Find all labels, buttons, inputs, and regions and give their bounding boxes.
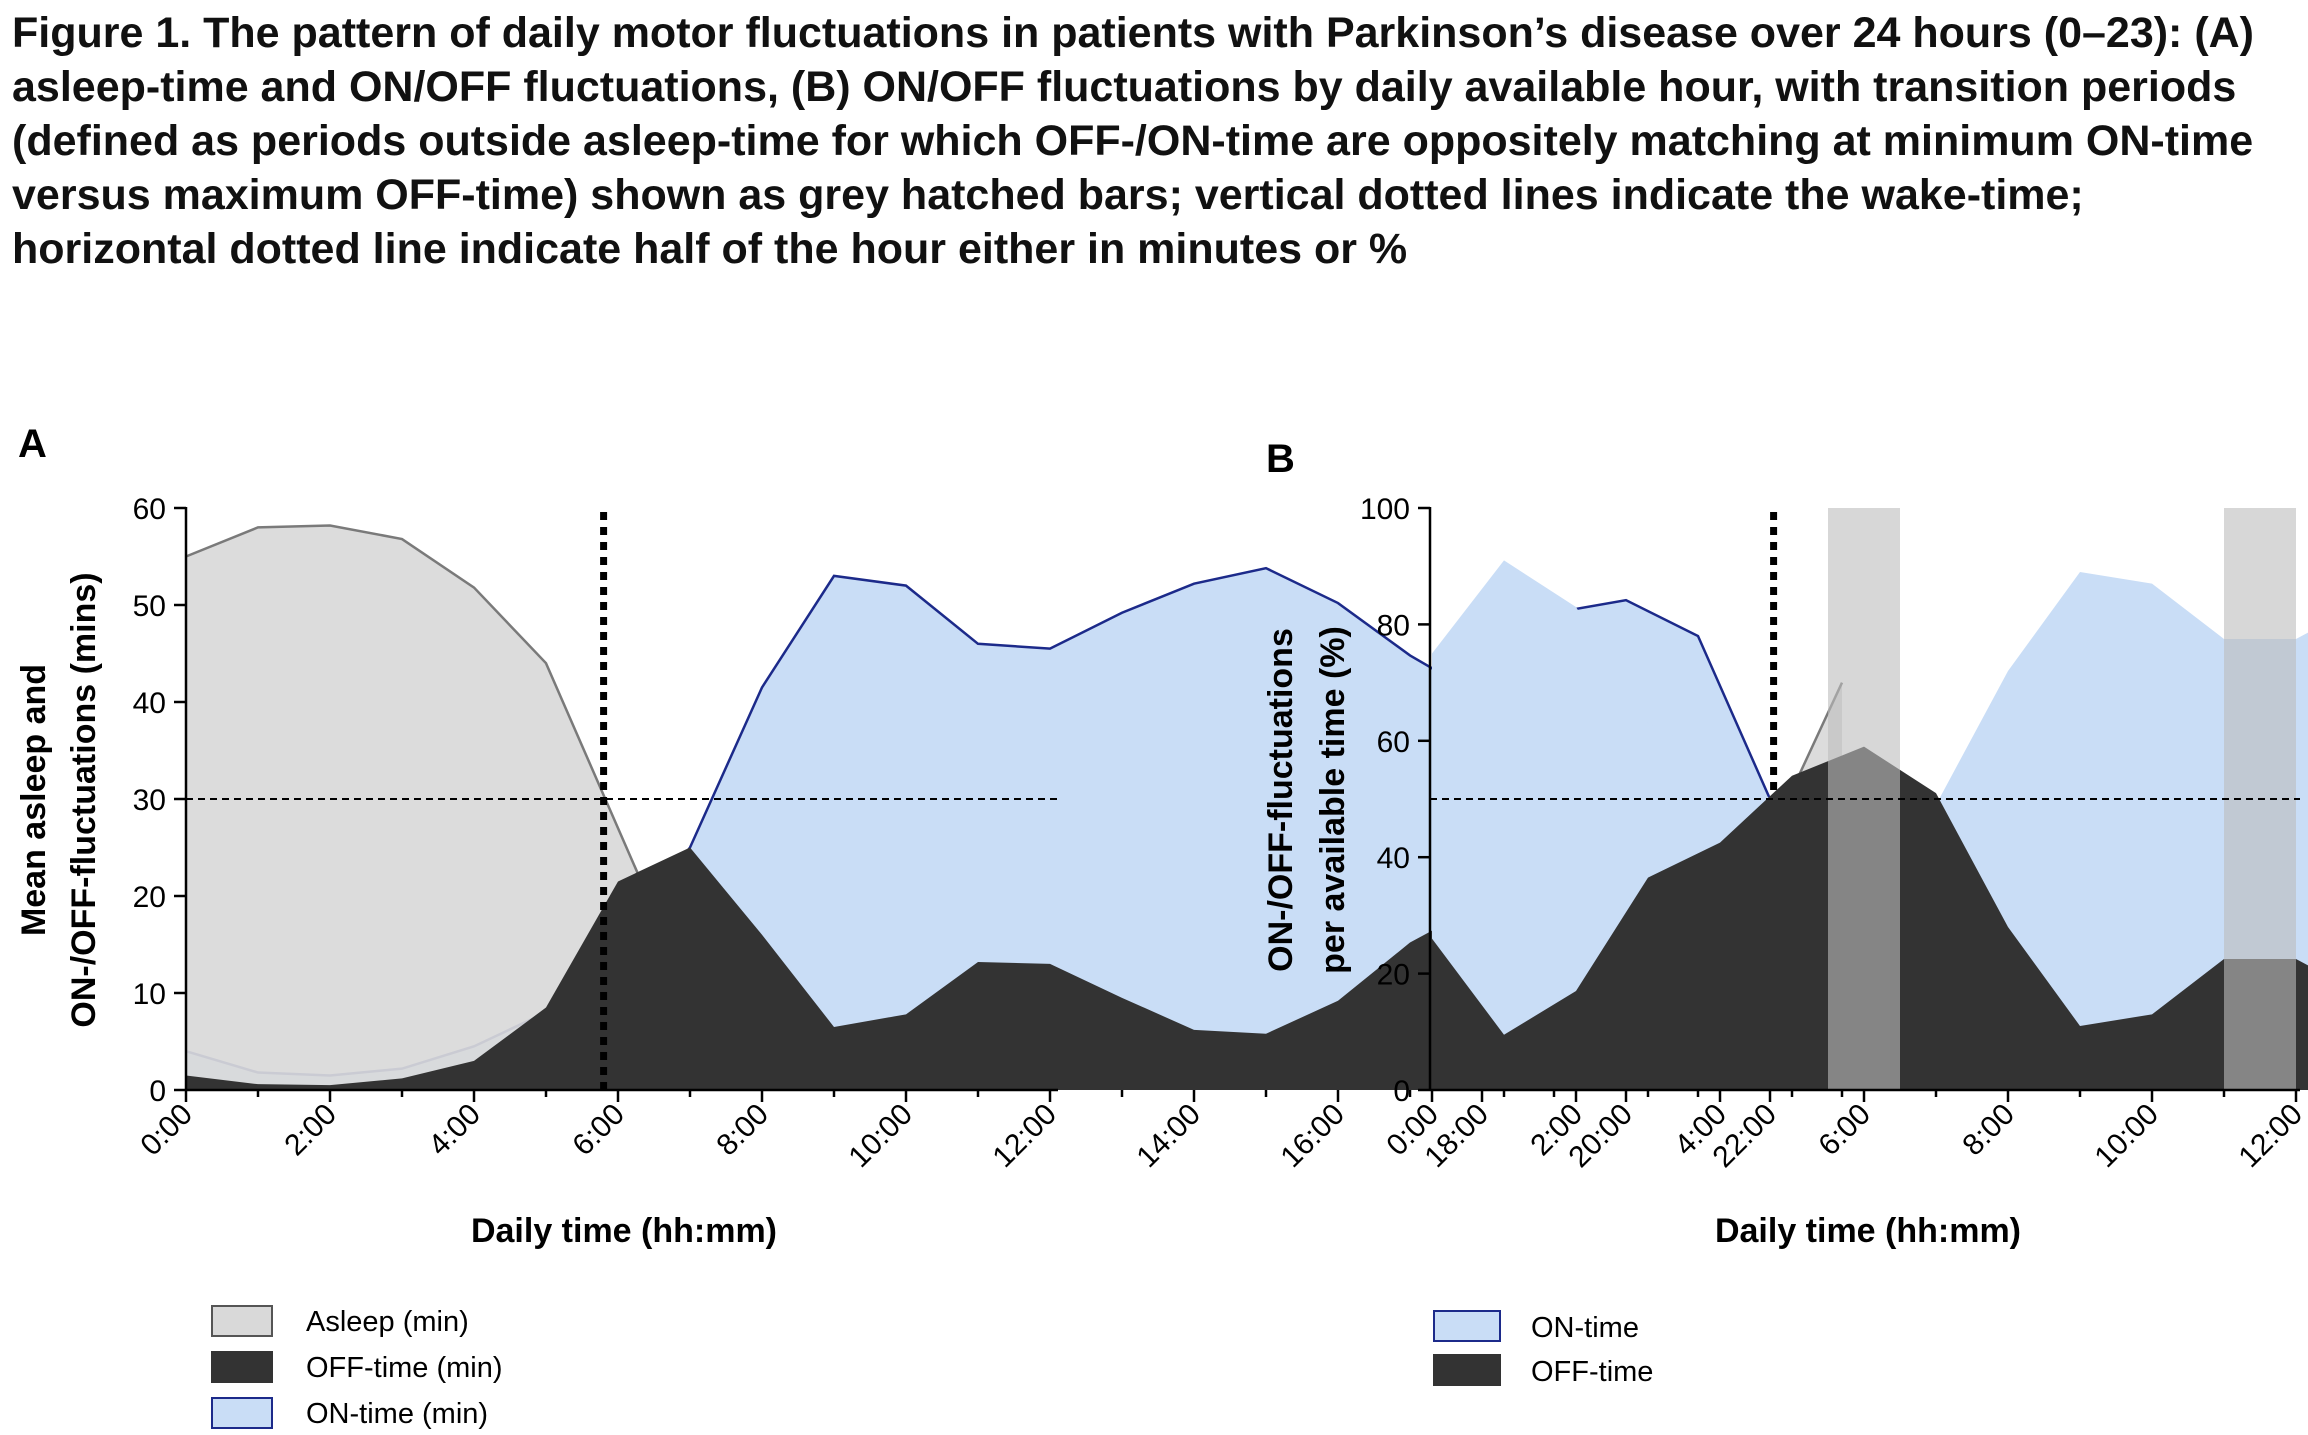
y-tick-label: 100 bbox=[1360, 493, 1410, 526]
legend-label-on: ON-time bbox=[1531, 1312, 1639, 1344]
x-tick-label: 6:00 bbox=[1812, 1098, 1877, 1163]
panel-b-xlabel: Daily time (hh:mm) bbox=[1715, 1212, 2021, 1250]
panel-a-ylabel-line2: ON-/OFF-fluctuations (mins) bbox=[65, 572, 103, 1027]
legend-swatch-on bbox=[1433, 1310, 1501, 1342]
panel-b-y-axis: 0 20 40 60 80 100 bbox=[1360, 493, 1432, 1108]
y-tick-label: 20 bbox=[1377, 959, 1410, 992]
x-tick-label: 8:00 bbox=[1956, 1098, 2021, 1163]
y-tick-label: 40 bbox=[1377, 842, 1410, 875]
y-tick-label: 0 bbox=[1393, 1075, 1410, 1108]
x-tick-label: 10:00 bbox=[843, 1098, 919, 1174]
x-tick-label: 4:00 bbox=[422, 1098, 487, 1163]
legend-label-off: OFF-time bbox=[1531, 1356, 1653, 1388]
panel-a: A 0 10 20 30 40 50 60 0:00 2:00 4:00 6:00 8:00 10:0… bbox=[15, 422, 1844, 1430]
x-tick-label: 6:00 bbox=[566, 1098, 631, 1163]
panel-a-plot-area bbox=[185, 508, 1844, 1090]
panel-b-label: B bbox=[1266, 437, 1295, 481]
legend-label-asleep: Asleep (min) bbox=[306, 1306, 469, 1338]
y-tick-label: 10 bbox=[133, 978, 166, 1011]
panel-a-xlabel: Daily time (hh:mm) bbox=[471, 1212, 777, 1250]
x-tick-label: 12:00 bbox=[2233, 1098, 2308, 1174]
panel-b-x-axis: 0:002:004:006:008:0010:0012:0014:0016:00… bbox=[1380, 1088, 2308, 1174]
figure-caption: Figure 1. The pattern of daily motor flu… bbox=[12, 9, 2255, 273]
y-tick-label: 60 bbox=[1377, 726, 1410, 759]
y-tick-label: 80 bbox=[1377, 609, 1410, 642]
panel-b-ylabel-line2: per available time (%) bbox=[1314, 626, 1352, 974]
y-tick-label: 30 bbox=[133, 784, 166, 817]
panel-a-legend: Asleep (min) OFF-time (min) ON-time (min… bbox=[211, 1305, 503, 1430]
x-tick-label: 8:00 bbox=[710, 1098, 775, 1163]
y-tick-label: 20 bbox=[133, 881, 166, 914]
panel-b-plot-area bbox=[1430, 508, 2308, 1090]
legend-swatch-on bbox=[211, 1397, 273, 1429]
panel-a-y-axis: 0 10 20 30 40 50 60 bbox=[133, 493, 188, 1108]
y-tick-label: 40 bbox=[133, 687, 166, 720]
legend-swatch-off bbox=[211, 1351, 273, 1383]
series-area-off-time bbox=[186, 847, 1842, 1090]
panel-a-x-axis: 0:00 2:00 4:00 6:00 8:00 10:00 12:00 14:00 16:00… bbox=[134, 1088, 1844, 1174]
y-tick-label: 50 bbox=[133, 590, 166, 623]
legend-label-on: ON-time (min) bbox=[306, 1398, 488, 1430]
x-tick-label: 12:00 bbox=[987, 1098, 1063, 1174]
panel-b-ylabel-line1: ON-/OFF-fluctuations bbox=[1262, 628, 1300, 972]
legend-swatch-asleep bbox=[211, 1305, 273, 1337]
y-tick-label: 60 bbox=[133, 493, 166, 526]
x-tick-label: 0:00 bbox=[134, 1098, 199, 1163]
legend-swatch-off bbox=[1433, 1354, 1501, 1386]
panel-a-ylabel-line1: Mean asleep and bbox=[15, 664, 53, 936]
x-tick-label: 2:00 bbox=[278, 1098, 343, 1163]
x-tick-label: 14:00 bbox=[1131, 1098, 1207, 1174]
y-tick-label: 0 bbox=[149, 1075, 166, 1108]
x-tick-label: 16:00 bbox=[1275, 1098, 1351, 1174]
panel-b-legend: ON-time OFF-time bbox=[1433, 1310, 1653, 1388]
legend-label-off: OFF-time (min) bbox=[306, 1352, 503, 1384]
panel-a-label: A bbox=[18, 422, 47, 466]
x-tick-label: 10:00 bbox=[2089, 1098, 2165, 1174]
